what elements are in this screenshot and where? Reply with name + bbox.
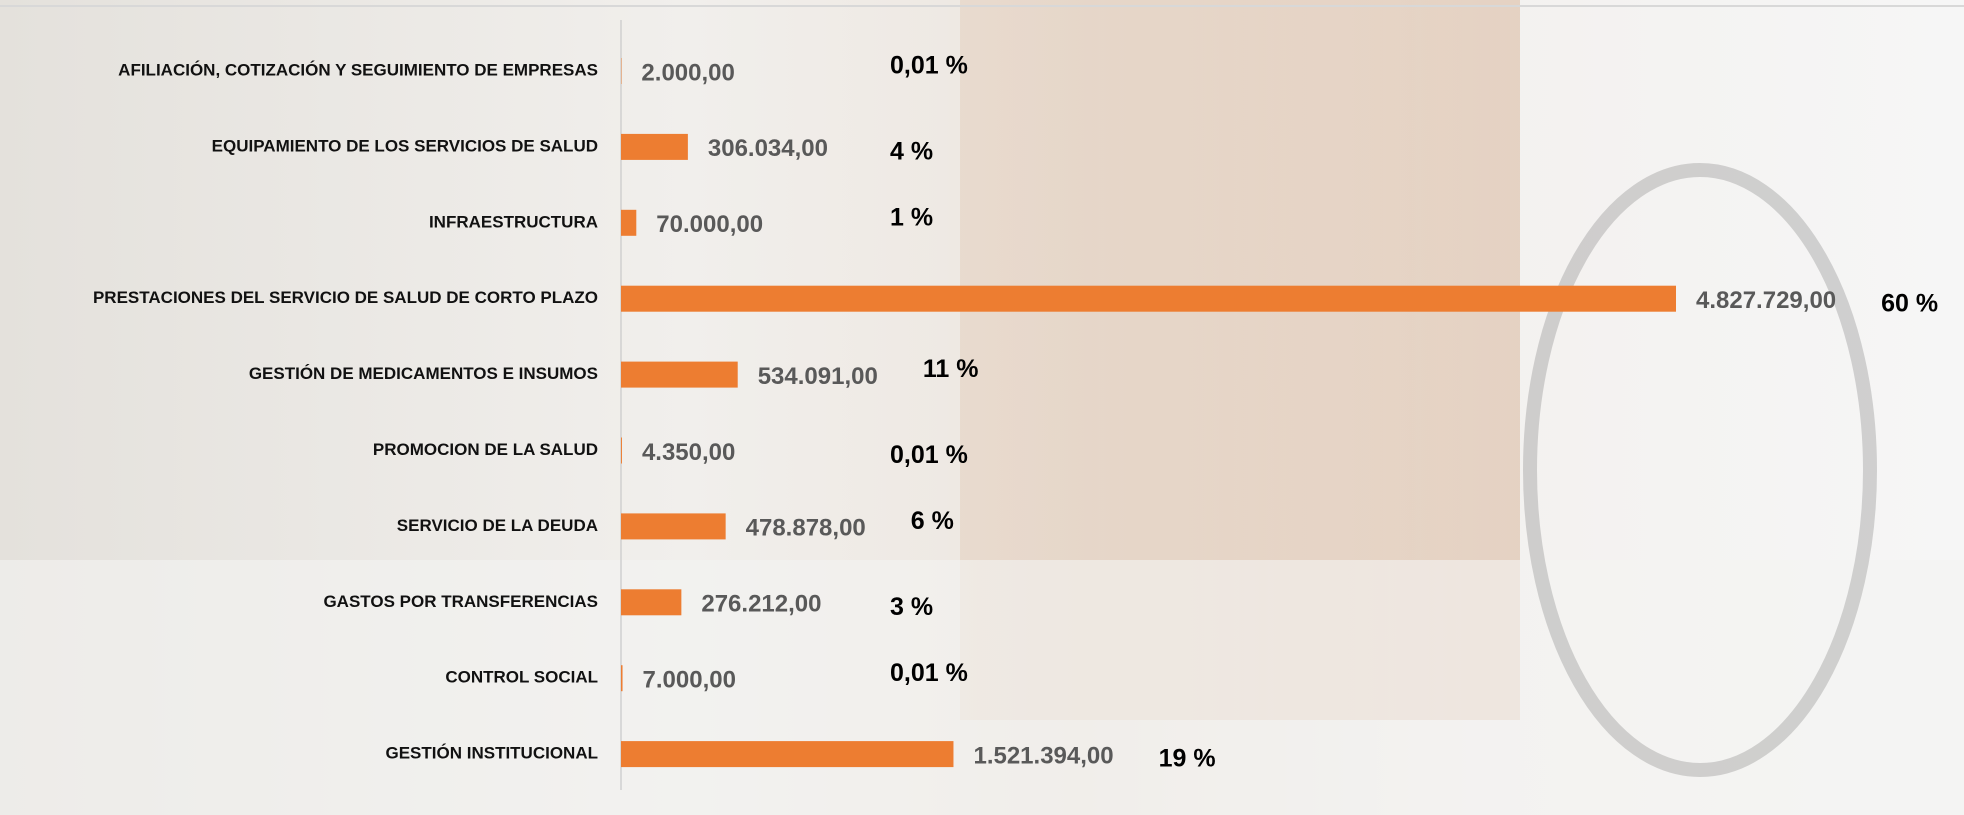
value-label: 7.000,00 bbox=[643, 667, 736, 694]
percent-label: 0,01 % bbox=[890, 441, 968, 469]
background-floor bbox=[0, 560, 1964, 815]
bar bbox=[621, 438, 622, 464]
category-label: EQUIPAMIENTO DE LOS SERVICIOS DE SALUD bbox=[212, 136, 598, 155]
category-label: GASTOS POR TRANSFERENCIAS bbox=[323, 592, 598, 611]
category-label: GESTIÓN INSTITUCIONAL bbox=[386, 744, 599, 763]
page: AFILIACIÓN, COTIZACIÓN Y SEGUIMIENTO DE … bbox=[0, 0, 1964, 815]
value-label: 478.878,00 bbox=[746, 515, 866, 542]
bar bbox=[621, 134, 688, 160]
value-label: 4.350,00 bbox=[642, 439, 735, 466]
category-label: PRESTACIONES DEL SERVICIO DE SALUD DE CO… bbox=[93, 288, 598, 307]
percent-label: 11 % bbox=[923, 355, 979, 383]
percent-label: 4 % bbox=[890, 138, 933, 166]
category-label: INFRAESTRUCTURA bbox=[429, 212, 598, 231]
percent-label: 3 % bbox=[890, 593, 933, 621]
bar bbox=[621, 210, 636, 236]
value-label: 70.000,00 bbox=[656, 211, 763, 238]
chart: AFILIACIÓN, COTIZACIÓN Y SEGUIMIENTO DE … bbox=[0, 0, 1964, 815]
percent-label: 0,01 % bbox=[890, 659, 968, 687]
percent-label: 1 % bbox=[890, 203, 933, 231]
value-label: 534.091,00 bbox=[758, 363, 878, 390]
category-label: SERVICIO DE LA DEUDA bbox=[397, 516, 598, 535]
bar bbox=[621, 362, 738, 388]
percent-label: 19 % bbox=[1159, 745, 1216, 773]
bar bbox=[621, 589, 681, 615]
category-label: AFILIACIÓN, COTIZACIÓN Y SEGUIMIENTO DE … bbox=[118, 60, 598, 79]
value-label: 1.521.394,00 bbox=[973, 742, 1113, 769]
category-label: CONTROL SOCIAL bbox=[445, 668, 598, 687]
value-label: 306.034,00 bbox=[708, 135, 828, 162]
percent-label: 6 % bbox=[911, 507, 954, 535]
percent-label: 60 % bbox=[1881, 289, 1938, 317]
bar bbox=[621, 741, 953, 767]
category-label: GESTIÓN DE MEDICAMENTOS E INSUMOS bbox=[249, 364, 598, 383]
value-label: 4.827.729,00 bbox=[1696, 287, 1836, 314]
category-label: PROMOCION DE LA SALUD bbox=[373, 440, 598, 459]
percent-label: 0,01 % bbox=[890, 52, 968, 80]
value-label: 276.212,00 bbox=[701, 591, 821, 618]
bar bbox=[621, 513, 726, 539]
bar bbox=[621, 286, 1676, 312]
value-label: 2.000,00 bbox=[641, 59, 734, 86]
bar bbox=[621, 665, 623, 691]
